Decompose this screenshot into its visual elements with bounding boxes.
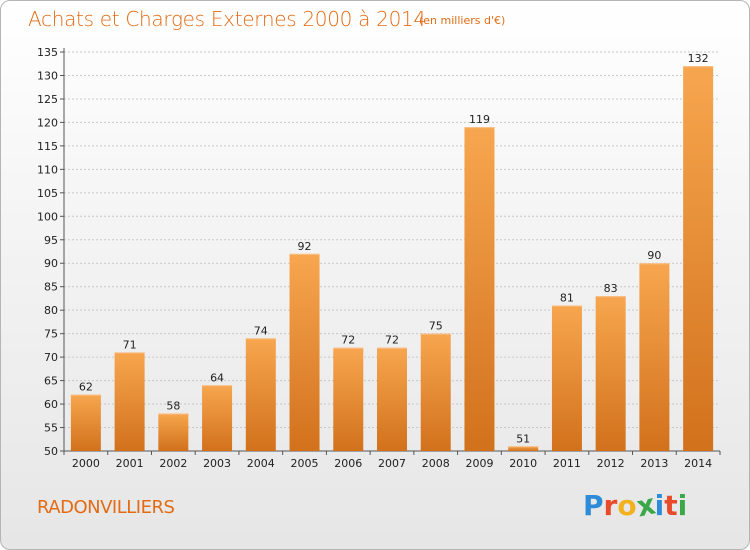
bar — [420, 333, 451, 451]
bar — [508, 446, 539, 451]
bar-value-label: 64 — [210, 371, 224, 384]
bar — [639, 263, 670, 451]
x-tick-label: 2005 — [291, 457, 319, 470]
bar — [333, 347, 364, 451]
labels: 50 55 60 65 70 75 80 85 90 95 100 105 110 115 120 125 13… — [37, 46, 712, 470]
bar — [114, 352, 145, 451]
bar — [245, 338, 276, 451]
bar-value-label: 75 — [429, 320, 443, 333]
y-tick-label: 70 — [44, 351, 58, 364]
y-tick-label: 60 — [44, 398, 58, 411]
x-tick-label: 2010 — [509, 457, 537, 470]
bar-value-label: 81 — [560, 291, 574, 304]
logo-letter: t — [664, 489, 678, 522]
x-tick-label: 2002 — [159, 457, 187, 470]
y-tick-label: 105 — [37, 187, 58, 200]
bar — [289, 253, 320, 451]
y-tick-label: 130 — [37, 69, 58, 82]
chart-title: Achats et Charges Externes 2000 à 2014 — [28, 7, 426, 31]
x-tick-label: 2004 — [247, 457, 275, 470]
bar-value-label: 132 — [688, 52, 709, 65]
proxiti-logo: Proxiti — [583, 487, 688, 523]
y-tick-label: 100 — [37, 210, 58, 223]
x-tick-label: 2013 — [640, 457, 668, 470]
y-tick-label: 50 — [44, 445, 58, 458]
logo-letter: r — [603, 489, 618, 522]
bar — [202, 385, 233, 451]
y-tick-label: 80 — [44, 304, 58, 317]
y-tick-label: 115 — [37, 140, 58, 153]
bar-value-label: 83 — [604, 282, 618, 295]
x-tick-label: 2001 — [116, 457, 144, 470]
x-tick-label: 2009 — [465, 457, 493, 470]
y-tick-label: 135 — [37, 46, 58, 59]
bar-value-label: 72 — [341, 334, 355, 347]
logo-letter: o — [617, 489, 637, 522]
bar — [377, 347, 407, 451]
bar — [595, 296, 626, 451]
y-tick-label: 65 — [44, 375, 58, 388]
x-tick-label: 2003 — [203, 457, 231, 470]
x-tick-label: 2000 — [72, 457, 100, 470]
commune-name: RADONVILLIERS — [37, 497, 175, 518]
chart-unit: (en milliers d'€) — [419, 14, 506, 27]
logo-letter: i — [654, 489, 665, 522]
x-tick-label: 2008 — [422, 457, 450, 470]
bar-value-label: 92 — [298, 240, 312, 253]
x-tick-label: 2007 — [378, 457, 406, 470]
bar — [683, 66, 714, 452]
bar-value-label: 90 — [647, 249, 661, 262]
bar-value-label: 51 — [516, 432, 530, 445]
y-tick-label: 85 — [44, 281, 58, 294]
bar — [551, 305, 582, 451]
y-tick-label: 95 — [44, 234, 58, 247]
bar — [70, 394, 101, 451]
y-tick-label: 55 — [44, 422, 58, 435]
bar-value-label: 62 — [79, 381, 93, 394]
y-tick-label: 90 — [44, 257, 58, 270]
x-tick-label: 2006 — [334, 457, 362, 470]
x-tick-label: 2011 — [553, 457, 581, 470]
x-tick-label: 2014 — [684, 457, 712, 470]
y-tick-label: 75 — [44, 328, 58, 341]
logo-letter: P — [583, 489, 604, 522]
bar — [464, 127, 495, 451]
y-tick-label: 125 — [37, 93, 58, 106]
bars — [70, 66, 714, 452]
bar-value-label: 74 — [254, 324, 268, 337]
bar-value-label: 58 — [166, 399, 180, 412]
x-tick-label: 2012 — [597, 457, 625, 470]
y-tick-label: 110 — [37, 163, 58, 176]
bar-value-label: 72 — [385, 334, 399, 347]
y-tick-label: 120 — [37, 116, 58, 129]
bar-value-label: 119 — [469, 113, 490, 126]
logo-letter: i — [677, 489, 688, 522]
bar-value-label: 71 — [123, 338, 137, 351]
bar — [158, 413, 189, 451]
